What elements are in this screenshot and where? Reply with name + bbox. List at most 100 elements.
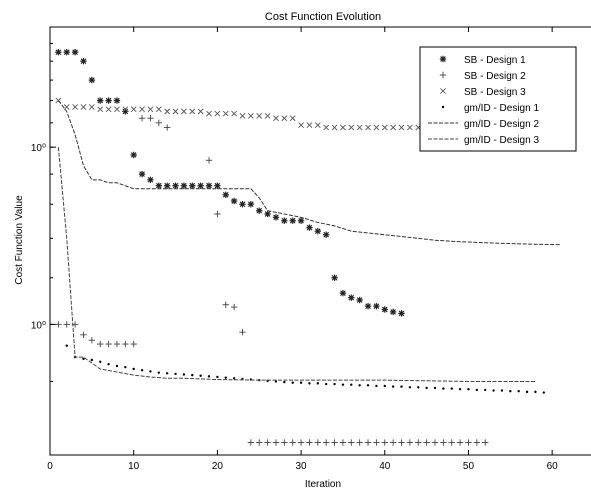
data-point: [381, 306, 388, 313]
marker-stroke: [214, 110, 221, 117]
data-point: [174, 372, 177, 376]
legend-item: gm/ID - Design 1: [441, 103, 539, 114]
marker-stroke: [88, 104, 95, 110]
data-point: [272, 214, 280, 221]
data-point: [138, 170, 146, 178]
x-tick-label: 0: [47, 461, 53, 472]
legend-item: SB - Design 1: [439, 55, 526, 66]
data-point: [264, 113, 271, 119]
data-point: [139, 106, 145, 113]
data-point: [63, 104, 70, 110]
marker-core: [132, 153, 135, 157]
data-point: [88, 76, 96, 84]
data-point: [88, 337, 96, 344]
data-point: [124, 365, 127, 369]
data-point: [383, 384, 386, 388]
legend: SB - Design 1 SB - Design 2 SB - Design 3 g…: [419, 46, 577, 152]
marker-stroke: [314, 122, 321, 129]
data-point: [105, 97, 112, 104]
marker-stroke: [97, 106, 104, 113]
legend-item: SB - Design 3: [440, 87, 526, 98]
data-point: [467, 388, 470, 391]
marker-stroke: [273, 115, 279, 122]
data-point: [314, 122, 321, 129]
marker-core: [391, 310, 395, 314]
data-point: [314, 439, 322, 446]
marker-core: [249, 202, 253, 206]
data-point: [264, 210, 271, 218]
data-point: [406, 124, 413, 131]
data-point: [473, 439, 481, 446]
data-point: [189, 108, 196, 115]
data-point: [216, 375, 219, 379]
marker-core: [124, 110, 127, 113]
legend-marker: [441, 105, 445, 109]
marker-core: [308, 226, 311, 229]
data-point: [65, 344, 68, 347]
data-point: [542, 391, 545, 394]
marker-core: [73, 50, 77, 54]
data-point: [214, 182, 221, 189]
data-point: [356, 296, 363, 304]
data-point: [256, 207, 263, 214]
data-point: [181, 108, 187, 115]
data-point: [130, 151, 137, 159]
marker-stroke: [298, 122, 304, 129]
marker-stroke: [222, 110, 229, 117]
series-1: [55, 114, 489, 446]
marker-core: [216, 184, 219, 188]
data-point: [90, 358, 94, 362]
marker-stroke: [390, 124, 397, 131]
x-axis-label: Iteration: [305, 479, 341, 490]
legend-label: gm/ID - Design 2: [464, 119, 539, 130]
data-point: [155, 182, 162, 189]
series-layer: [55, 48, 564, 446]
data-point: [442, 387, 445, 390]
marker-core: [232, 199, 236, 203]
x-tick-label: 40: [379, 461, 391, 472]
data-point: [239, 113, 246, 119]
legend-item: SB - Design 2: [439, 71, 526, 82]
legend-item: gm/ID - Design 3: [428, 135, 539, 146]
data-point: [341, 383, 345, 386]
data-point: [180, 182, 188, 189]
data-point: [205, 182, 213, 189]
marker-stroke: [147, 106, 154, 113]
marker-stroke: [365, 124, 371, 131]
data-point: [256, 113, 263, 119]
marker-stroke: [289, 115, 296, 122]
data-point: [163, 182, 171, 189]
data-point: [147, 176, 154, 184]
data-point: [390, 124, 397, 131]
data-point: [365, 124, 371, 131]
marker-core: [349, 296, 353, 300]
data-point: [272, 439, 280, 446]
data-point: [398, 439, 405, 446]
legend-marker: [440, 88, 446, 94]
marker-stroke: [172, 108, 179, 115]
data-point: [333, 382, 336, 386]
data-point: [230, 197, 238, 205]
legend-marker: [439, 71, 447, 79]
data-point: [348, 439, 355, 446]
x-tick-label: 50: [463, 461, 475, 472]
data-point: [132, 367, 135, 371]
marker-core: [291, 219, 295, 223]
y-tick-label: 10⁰: [31, 320, 46, 331]
marker-core: [190, 184, 194, 188]
marker-stroke: [80, 104, 87, 110]
data-point: [289, 115, 296, 122]
data-point: [417, 386, 420, 389]
data-point: [256, 439, 263, 446]
data-point: [274, 380, 278, 383]
data-point: [230, 303, 238, 311]
marker-core: [341, 291, 345, 295]
data-point: [475, 388, 479, 392]
data-point: [482, 439, 489, 446]
data-point: [440, 439, 447, 446]
y-axis: 10⁰ 10⁰: [31, 43, 56, 456]
x-tick-label: 30: [296, 461, 308, 472]
data-point: [308, 382, 311, 385]
marker-core: [441, 57, 445, 61]
data-point: [155, 106, 162, 113]
